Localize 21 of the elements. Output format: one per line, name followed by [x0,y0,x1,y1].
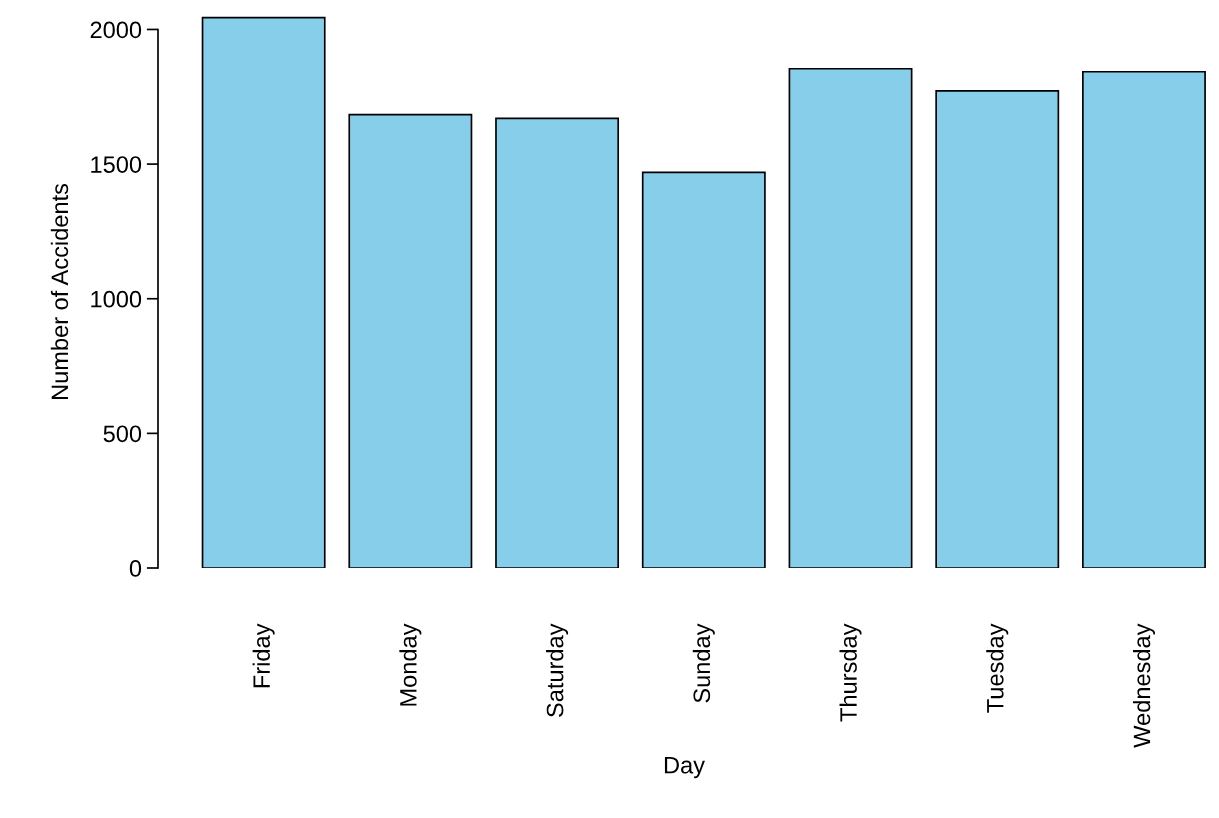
y-tick-label: 2000 [90,21,142,39]
bar [348,113,473,568]
x-tick-label: Saturday [546,623,569,717]
bar [1082,70,1206,568]
y-tick-label: 500 [103,425,142,443]
x-axis-title: Day [664,757,705,779]
y-tick-label: 0 [129,560,142,577]
bar [641,171,766,568]
bar [495,117,620,568]
bar [788,67,913,568]
y-tick-label: 1000 [91,290,142,308]
x-tick-label: Friday [252,623,275,688]
bar [935,90,1060,568]
y-axis-title: Number of Accidents [50,183,69,399]
x-tick-label: Monday [399,623,422,706]
x-tick-label: Sunday [692,623,715,703]
x-tick-label: Tuesday [986,623,1009,713]
x-tick-label: Thursday [839,623,862,722]
bar [201,16,326,568]
y-tick-label: 1500 [91,156,142,173]
x-tick-label: Wednesday [1132,623,1155,748]
